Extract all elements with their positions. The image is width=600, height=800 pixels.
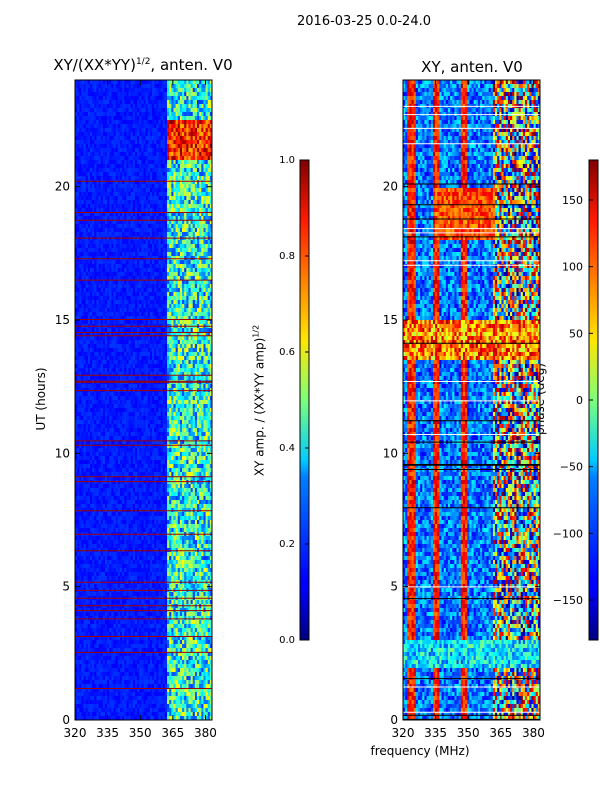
left-title-exp: 1/2 — [136, 57, 150, 67]
figure-suptitle: 2016-03-25 0.0-24.0 — [0, 14, 600, 29]
colorbar-phase-tick-label: 0 — [576, 394, 583, 407]
colorbar-amp-tick-label: 0.0 — [279, 635, 295, 646]
plot-frame — [402, 79, 541, 721]
colorbar-amp-axis: 0.0 0.2 0.4 0.6 0.8 1.0 — [279, 155, 309, 646]
colorbar-amp — [299, 159, 310, 641]
y-tick-label: 10 — [55, 446, 70, 460]
colorbar-phase-tick-label: −150 — [553, 594, 583, 607]
x-tick-label: 320 — [64, 726, 87, 740]
y-tick-label: 15 — [55, 313, 70, 327]
y-tick-label: 20 — [383, 180, 398, 194]
x-tick-label: 335 — [424, 726, 447, 740]
x-tick-label: 380 — [194, 726, 217, 740]
y-tick-label: 5 — [62, 580, 70, 594]
xlabel: frequency (MHz) — [340, 744, 500, 758]
plot-frame — [74, 79, 213, 721]
y-tick-label: 0 — [390, 713, 398, 727]
colorbar-amp-tick-label: 1.0 — [279, 155, 295, 166]
colorbar-phase-tick-label: −50 — [560, 461, 583, 474]
x-tick-label: 380 — [522, 726, 545, 740]
x-tick-label: 365 — [489, 726, 512, 740]
colorbar-phase-tick-label: 100 — [562, 261, 583, 274]
y-tick-label: 15 — [383, 313, 398, 327]
colorbar-phase-tick-label: −100 — [553, 527, 583, 540]
left-title-tail: , anten. V0 — [150, 56, 232, 74]
colorbar-phase-axis: −150 −100 −50 0 50 100 150 — [553, 194, 593, 607]
colorbar-amp-tick-label: 0.6 — [279, 347, 295, 358]
left-title-main: XY/(XX*YY) — [53, 56, 136, 74]
x-tick-label: 335 — [96, 726, 119, 740]
x-tick-label: 365 — [161, 726, 184, 740]
x-tick-label: 320 — [392, 726, 415, 740]
colorbar-phase-tick-label: 50 — [569, 327, 583, 340]
left-panel-title: XY/(XX*YY)1/2, anten. V0 — [40, 56, 246, 74]
y-tick-label: 20 — [55, 180, 70, 194]
right-axes: 320 335 350 365 380 0 5 10 15 20 — [383, 79, 545, 740]
colorbar-amp-tick-label: 0.4 — [279, 443, 295, 454]
colorbar-amp-tick-label: 0.2 — [279, 539, 295, 550]
y-tick-label: 5 — [390, 580, 398, 594]
right-panel-title: XY, anten. V0 — [370, 58, 574, 76]
colorbar-phase-tick-label: 150 — [562, 194, 583, 207]
right-heatmap — [403, 80, 540, 720]
x-tick-label: 350 — [457, 726, 480, 740]
y-tick-label: 0 — [62, 713, 70, 727]
left-heatmap — [75, 80, 212, 720]
y-tick-label: 10 — [383, 446, 398, 460]
x-tick-label: 350 — [129, 726, 152, 740]
colorbar-amp-tick-label: 0.8 — [279, 251, 295, 262]
left-axes: 320 335 350 365 380 0 5 10 15 20 — [55, 79, 217, 740]
